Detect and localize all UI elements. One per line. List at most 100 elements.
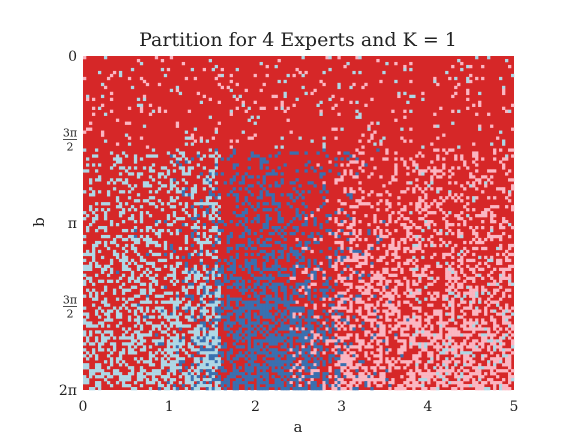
heatmap-cell [301, 190, 305, 194]
heatmap-cell [208, 357, 212, 361]
heatmap-cell [148, 321, 153, 325]
heatmap-cell [217, 339, 221, 343]
heatmap-cell [502, 142, 506, 146]
heatmap-cell [259, 61, 263, 66]
heatmap-cell [280, 324, 284, 328]
heatmap-cell [142, 282, 147, 286]
heatmap-cell [283, 267, 287, 272]
heatmap-cell [199, 282, 204, 286]
heatmap-cell [451, 309, 455, 313]
heatmap-cell [436, 342, 440, 346]
heatmap-cell [244, 264, 248, 269]
heatmap-cell [316, 339, 320, 343]
heatmap-cell [214, 384, 218, 388]
heatmap-cell [370, 264, 374, 269]
heatmap-cell [226, 333, 230, 337]
heatmap-cell [214, 148, 218, 152]
heatmap-cell [202, 178, 207, 182]
heatmap-cell [187, 375, 192, 379]
heatmap-cell [136, 336, 141, 340]
heatmap-cell [469, 375, 473, 379]
heatmap-cell [310, 211, 314, 215]
heatmap-cell [139, 211, 144, 215]
heatmap-cell [283, 387, 287, 391]
heatmap-cell [199, 294, 204, 298]
heatmap-cell [370, 387, 374, 391]
heatmap-cell [100, 375, 105, 379]
heatmap-cell [373, 288, 377, 292]
heatmap-cell [310, 166, 314, 170]
heatmap-cell [157, 220, 162, 224]
heatmap-cell [403, 327, 407, 331]
heatmap-cell [91, 112, 96, 116]
heatmap-cell [430, 211, 434, 215]
heatmap-cell [241, 282, 245, 286]
heatmap-cell [457, 333, 461, 337]
heatmap-cell [421, 381, 425, 385]
heatmap-cell [121, 255, 126, 260]
heatmap-cell [220, 172, 224, 176]
heatmap-cell [364, 252, 368, 257]
heatmap-cell [136, 321, 141, 325]
heatmap-cell [376, 288, 380, 292]
heatmap-cell [454, 327, 458, 331]
heatmap-cell [406, 228, 410, 233]
heatmap-cell [439, 106, 443, 110]
heatmap-cell [139, 357, 144, 361]
heatmap-cell [145, 300, 150, 304]
heatmap-cell [160, 166, 165, 170]
heatmap-cell [160, 339, 165, 343]
heatmap-cell [181, 178, 186, 182]
heatmap-cell [427, 303, 431, 307]
heatmap-cell [508, 330, 512, 334]
heatmap-cell [358, 139, 362, 143]
heatmap-cell [202, 321, 207, 325]
heatmap-cell [469, 306, 473, 310]
heatmap-cell [247, 345, 251, 349]
heatmap-cell [274, 384, 278, 388]
heatmap-cell [148, 196, 153, 200]
heatmap-cell [286, 339, 290, 343]
heatmap-cell [289, 231, 293, 236]
heatmap-cell [355, 285, 359, 289]
heatmap-cell [301, 73, 305, 78]
heatmap-cell [406, 363, 410, 367]
heatmap-cell [184, 237, 189, 242]
heatmap-cell [508, 387, 512, 391]
heatmap-cell [223, 327, 227, 331]
heatmap-cell [91, 211, 96, 215]
heatmap-cell [229, 312, 233, 316]
heatmap-cell [148, 166, 153, 170]
heatmap-cell [154, 339, 159, 343]
heatmap-cell [445, 369, 449, 373]
heatmap-cell [502, 163, 506, 167]
heatmap-cell [403, 225, 407, 230]
heatmap-cell [352, 231, 356, 236]
heatmap-cell [253, 315, 257, 319]
heatmap-cell [394, 151, 398, 155]
heatmap-cell [412, 246, 416, 251]
heatmap-cell [481, 318, 485, 322]
heatmap-cell [301, 333, 305, 337]
heatmap-cell [241, 175, 245, 179]
heatmap-cell [292, 357, 296, 361]
heatmap-cell [379, 345, 383, 349]
heatmap-cell [94, 330, 99, 334]
heatmap-cell [202, 291, 207, 295]
heatmap-cell [133, 303, 138, 307]
heatmap-cell [370, 133, 374, 137]
heatmap-cell [196, 387, 201, 391]
heatmap-cell [385, 369, 389, 373]
heatmap-cell [142, 315, 147, 319]
heatmap-cell [361, 202, 365, 206]
heatmap-cell [286, 354, 290, 358]
heatmap-cell [334, 294, 338, 298]
heatmap-cell [346, 369, 350, 373]
heatmap-cell [460, 282, 464, 286]
heatmap-cell [97, 175, 102, 179]
heatmap-cell [460, 342, 464, 346]
heatmap-cell [250, 252, 254, 257]
heatmap-cell [337, 372, 341, 376]
heatmap-cell [343, 258, 347, 263]
heatmap-cell [217, 231, 221, 236]
